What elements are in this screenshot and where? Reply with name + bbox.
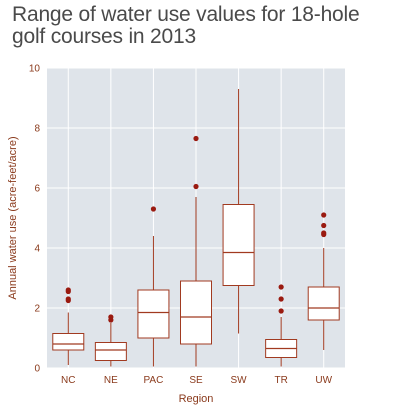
iqr-box (94, 342, 127, 361)
x-tick-label: UW (315, 375, 332, 386)
outlier-point (193, 135, 199, 142)
y-tick-label: 6 (34, 184, 40, 195)
iqr-box (307, 286, 340, 321)
x-tick-label: SW (231, 375, 248, 386)
y-tick-label: 0 (34, 364, 40, 375)
y-tick-label: 4 (34, 244, 40, 255)
iqr-box (180, 280, 212, 345)
x-axis-ticks: NC NE PAC SE SW TR UW (61, 375, 333, 386)
y-axis-ticks: 0 2 4 6 8 10 (29, 64, 41, 375)
outlier-point (278, 284, 284, 290)
box-tr (265, 284, 298, 367)
x-axis-label: Region (179, 393, 214, 405)
outlier-point (321, 230, 327, 236)
iqr-box (52, 333, 85, 351)
outlier-point (278, 308, 284, 314)
box-se (180, 135, 212, 367)
outlier-point (108, 314, 114, 320)
outlier-point (321, 212, 327, 218)
y-tick-label: 2 (34, 304, 40, 315)
x-tick-label: PAC (144, 375, 164, 386)
box-nc (52, 287, 85, 365)
x-tick-label: NE (104, 375, 118, 386)
outlier-point (278, 296, 284, 302)
iqr-box (222, 204, 255, 286)
y-tick-label: 8 (34, 124, 40, 135)
outlier-point (321, 222, 327, 229)
y-axis-label: Annual water use (acre-feet/acre) (7, 136, 19, 299)
chart-title: Range of water use values for 18-hole go… (12, 3, 360, 48)
box-uw (307, 212, 340, 350)
outlier-point (150, 206, 157, 212)
y-tick-label: 10 (29, 64, 41, 75)
outlier-point (193, 183, 199, 190)
box-ne (94, 314, 127, 367)
box-series (52, 89, 340, 367)
x-tick-label: SE (189, 375, 203, 386)
outlier-point (65, 296, 71, 302)
x-tick-label: TR (274, 375, 287, 386)
iqr-box (137, 289, 170, 339)
box-pac (137, 206, 170, 367)
x-tick-label: NC (61, 375, 75, 386)
box-sw (222, 89, 255, 334)
outlier-point (65, 287, 71, 293)
